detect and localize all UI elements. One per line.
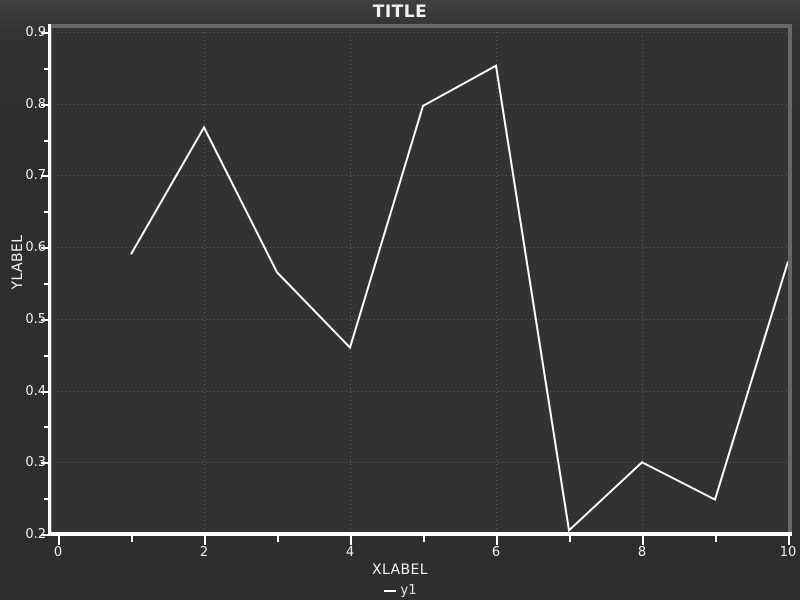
- y-tick-mark: [44, 283, 49, 285]
- legend-entry-y1: y1: [383, 583, 417, 598]
- y-tick-label: 0.4: [25, 384, 46, 399]
- x-tick-mark: [58, 536, 60, 545]
- x-tick-label: 4: [345, 545, 355, 560]
- y-tick-mark: [41, 32, 49, 34]
- y-axis-spine: [48, 24, 51, 536]
- x-tick-mark: [496, 536, 498, 545]
- y-tick-mark: [41, 175, 49, 177]
- chart-legend: y1: [0, 582, 800, 598]
- y-tick-label: 0.7: [25, 168, 46, 183]
- y-tick-mark: [44, 355, 49, 357]
- y-tick-label: 0.8: [25, 97, 46, 112]
- y-tick-label: 0.3: [25, 455, 46, 470]
- x-tick-mark: [569, 536, 571, 542]
- x-tick-label: 10: [779, 545, 797, 560]
- data-line-y1: [130, 64, 788, 533]
- y-tick-mark: [41, 462, 49, 464]
- y-tick-label: 0.9: [25, 25, 46, 40]
- chart-title: TITLE: [372, 2, 428, 22]
- legend-line-swatch-icon: [383, 590, 396, 592]
- y-tick-mark: [44, 68, 49, 70]
- legend-label: y1: [400, 583, 417, 598]
- y-tick-mark: [41, 391, 49, 393]
- x-axis-line: [48, 532, 792, 536]
- y-tick-label: 0.2: [25, 527, 46, 542]
- y-tick-mark: [44, 426, 49, 428]
- x-tick-mark: [204, 536, 206, 545]
- series-line-y1: [130, 64, 788, 533]
- x-axis-title: XLABEL: [372, 562, 428, 578]
- plot-area: [58, 32, 788, 534]
- x-tick-mark: [277, 536, 279, 542]
- y-tick-mark: [41, 319, 49, 321]
- y-tick-mark: [44, 498, 49, 500]
- x-tick-mark: [131, 536, 133, 542]
- x-tick-mark: [788, 536, 790, 545]
- x-tick-label: 6: [491, 545, 501, 560]
- y-tick-mark: [44, 140, 49, 142]
- x-tick-label: 2: [199, 545, 209, 560]
- y-tick-mark: [41, 247, 49, 249]
- x-tick-mark: [350, 536, 352, 545]
- x-tick-label: 8: [637, 545, 647, 560]
- x-tick-mark: [642, 536, 644, 545]
- y-tick-mark: [41, 104, 49, 106]
- x-tick-mark: [423, 536, 425, 542]
- y-tick-label: 0.5: [25, 312, 46, 327]
- y-tick-mark: [41, 534, 49, 536]
- x-tick-mark: [715, 536, 717, 542]
- y-tick-label: 0.6: [25, 240, 46, 255]
- y-axis-title: YLABEL: [10, 234, 26, 290]
- y-tick-mark: [44, 211, 49, 213]
- x-tick-label: 0: [53, 545, 63, 560]
